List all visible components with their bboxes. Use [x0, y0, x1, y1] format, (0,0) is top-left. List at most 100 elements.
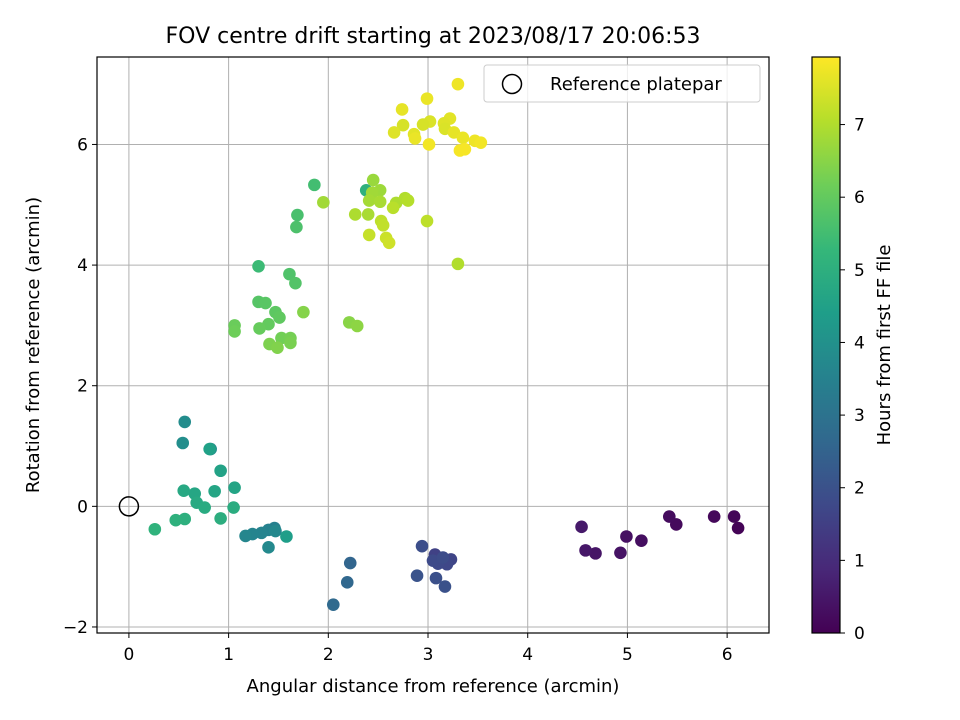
plot-area: 0 1 2 3 4 5 6 −2 0 2 4 6	[63, 56, 770, 665]
reference-platepar-marker	[118, 496, 140, 517]
data-point	[420, 214, 434, 228]
x-tick-label: 4	[522, 645, 533, 665]
y-tick-label: 6	[77, 135, 88, 155]
legend-label: Reference platepar	[550, 74, 722, 95]
data-point	[348, 208, 362, 221]
data-point	[456, 131, 470, 145]
data-point	[662, 510, 676, 523]
data-point	[317, 196, 330, 209]
data-point	[458, 142, 472, 156]
data-point	[396, 118, 410, 132]
data-point	[343, 556, 357, 570]
data-point	[228, 325, 241, 338]
data-point	[253, 322, 266, 335]
data-point	[326, 598, 340, 611]
y-tick-label: 2	[77, 377, 88, 397]
data-point	[376, 218, 390, 232]
x-tick-label: 2	[323, 645, 334, 665]
data-point	[176, 436, 190, 450]
data-point	[401, 194, 415, 207]
data-points	[148, 77, 745, 611]
x-tick-label: 5	[622, 645, 633, 665]
y-tick-label: −2	[63, 618, 88, 638]
data-point	[589, 547, 602, 560]
data-point	[416, 118, 430, 131]
data-point	[451, 257, 465, 271]
data-point	[420, 92, 434, 105]
data-point	[290, 220, 303, 234]
data-point	[208, 484, 221, 498]
data-point	[284, 336, 297, 350]
x-axis-label: Angular distance from reference (arcmin)	[247, 676, 620, 697]
data-point	[387, 126, 401, 139]
data-point	[429, 571, 443, 585]
data-point	[361, 208, 375, 221]
x-tick-label: 6	[722, 645, 733, 665]
y-tick-label: 0	[77, 497, 88, 517]
data-point	[169, 513, 183, 527]
data-point	[474, 136, 488, 149]
data-point	[273, 311, 286, 324]
data-point	[214, 512, 227, 525]
colorbar-tick-label: 7	[854, 116, 865, 136]
x-tick-label: 3	[423, 645, 434, 665]
data-point	[410, 569, 424, 583]
colorbar-tick-label: 5	[854, 261, 865, 281]
data-point	[178, 415, 192, 429]
data-point	[308, 178, 321, 192]
colorbar-label: Hours from first FF file	[874, 245, 895, 446]
plot-background	[97, 57, 769, 633]
colorbar-tick-label: 0	[854, 624, 865, 644]
data-point	[451, 77, 465, 91]
data-point	[438, 580, 452, 593]
legend: Reference platepar	[483, 64, 761, 103]
data-point	[269, 524, 282, 538]
data-point	[262, 541, 275, 554]
data-point	[198, 501, 211, 514]
colorbar-tick-label: 1	[854, 551, 865, 571]
data-point	[408, 132, 422, 145]
data-point	[227, 501, 240, 514]
x-tick-label: 0	[123, 645, 134, 665]
y-tick-label: 4	[77, 256, 88, 276]
x-tick-label: 1	[223, 645, 234, 665]
data-point	[271, 341, 284, 355]
data-point	[382, 236, 396, 250]
colorbar-tick-label: 3	[854, 406, 865, 426]
y-axis-label: Rotation from reference (arcmin)	[23, 197, 44, 493]
legend-marker	[501, 73, 523, 95]
plot-frame	[96, 56, 770, 634]
data-point	[386, 201, 400, 215]
data-point	[203, 442, 216, 456]
data-point	[422, 138, 436, 151]
colorbar-tick-label: 4	[854, 333, 865, 353]
data-point	[426, 554, 440, 567]
data-point	[350, 319, 364, 333]
data-point	[436, 551, 450, 564]
data-point	[148, 522, 162, 536]
colorbar: 0 1 2 3 4 5 6 7	[811, 56, 865, 644]
data-point	[373, 195, 387, 209]
data-point	[291, 208, 304, 222]
data-point	[579, 544, 592, 557]
data-point	[283, 267, 296, 281]
colorbar-gradient	[811, 56, 841, 634]
data-point	[635, 534, 648, 548]
x-axis: 0 1 2 3 4 5 6	[123, 633, 733, 665]
data-point	[252, 259, 265, 273]
chart-title: FOV centre drift starting at 2023/08/17 …	[166, 24, 701, 49]
data-point	[289, 276, 302, 290]
data-point	[614, 546, 627, 560]
y-axis: −2 0 2 4 6	[63, 135, 97, 638]
data-point	[177, 484, 191, 497]
colorbar-tick-label: 6	[854, 188, 865, 208]
data-point	[259, 296, 272, 310]
data-point	[727, 510, 741, 523]
data-point	[575, 520, 588, 534]
data-point	[214, 464, 227, 478]
data-point	[228, 481, 241, 494]
data-point	[707, 510, 721, 523]
data-point	[731, 521, 745, 535]
data-point	[362, 228, 376, 242]
data-point	[297, 305, 310, 319]
